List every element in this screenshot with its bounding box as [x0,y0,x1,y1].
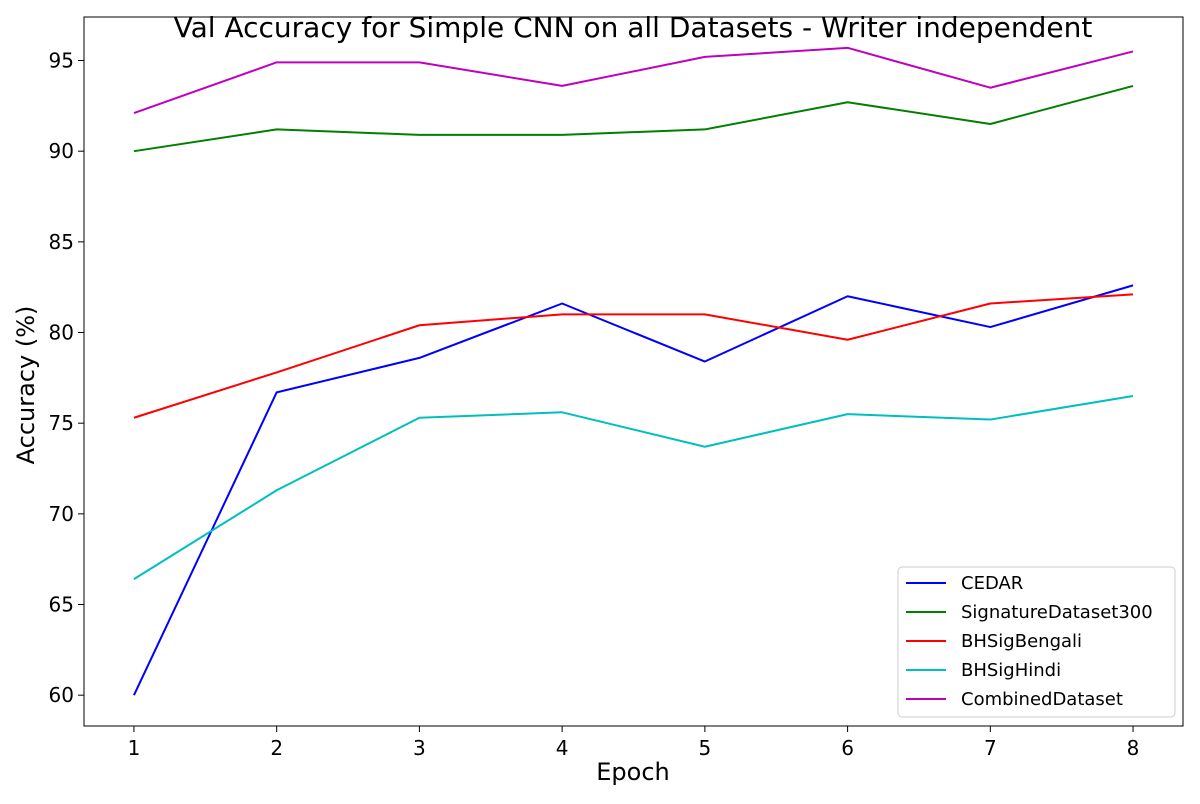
legend: CEDAR SignatureDataset300 BHSigBengali BHSi… [897,566,1176,718]
series-line-signaturedataset300 [133,84,1134,153]
y-tick-label: 60 [49,683,74,707]
y-tick-label: 75 [49,411,74,435]
chart-title: Val Accuracy for Simple CNN on all Datas… [174,11,1093,44]
series-line-bhsighindi [133,394,1134,580]
x-tick-label: 1 [128,736,141,760]
legend-label-cedar: CEDAR [961,573,1023,594]
legend-label-signaturedataset300: SignatureDataset300 [961,602,1153,623]
legend-label-bhsighindi: BHSigHindi [961,660,1061,681]
legend-label-bhsigbengali: BHSigBengali [961,631,1082,652]
y-tick-label: 85 [49,230,74,254]
y-tick-label: 70 [49,502,74,526]
y-tick-label: 80 [49,321,74,345]
y-tick-label: 90 [49,139,74,163]
y-tick-label: 65 [49,593,74,617]
legend-label-combineddataset: CombinedDataset [961,689,1123,710]
x-tick-label: 7 [984,736,997,760]
legend-box [897,566,1176,718]
series-line-combineddataset [133,46,1134,115]
x-axis-label: Epoch [596,758,670,786]
y-axis-label: Accuracy (%) [12,306,40,465]
y-tick-label: 95 [49,49,74,73]
series-line-cedar [133,284,1134,696]
x-tick-label: 2 [270,736,283,760]
series-line-bhsigbengali [133,293,1134,419]
x-tick-label: 8 [1127,736,1140,760]
x-tick-label: 6 [841,736,854,760]
x-tick-label: 4 [556,736,569,760]
series-layer [133,46,1134,696]
x-tick-label: 3 [413,736,426,760]
ticks-layer: 1 2 3 4 5 6 7 8 60 65 70 75 80 85 90 95 [49,49,1140,760]
plot-frame [83,16,1184,727]
x-tick-label: 5 [698,736,711,760]
